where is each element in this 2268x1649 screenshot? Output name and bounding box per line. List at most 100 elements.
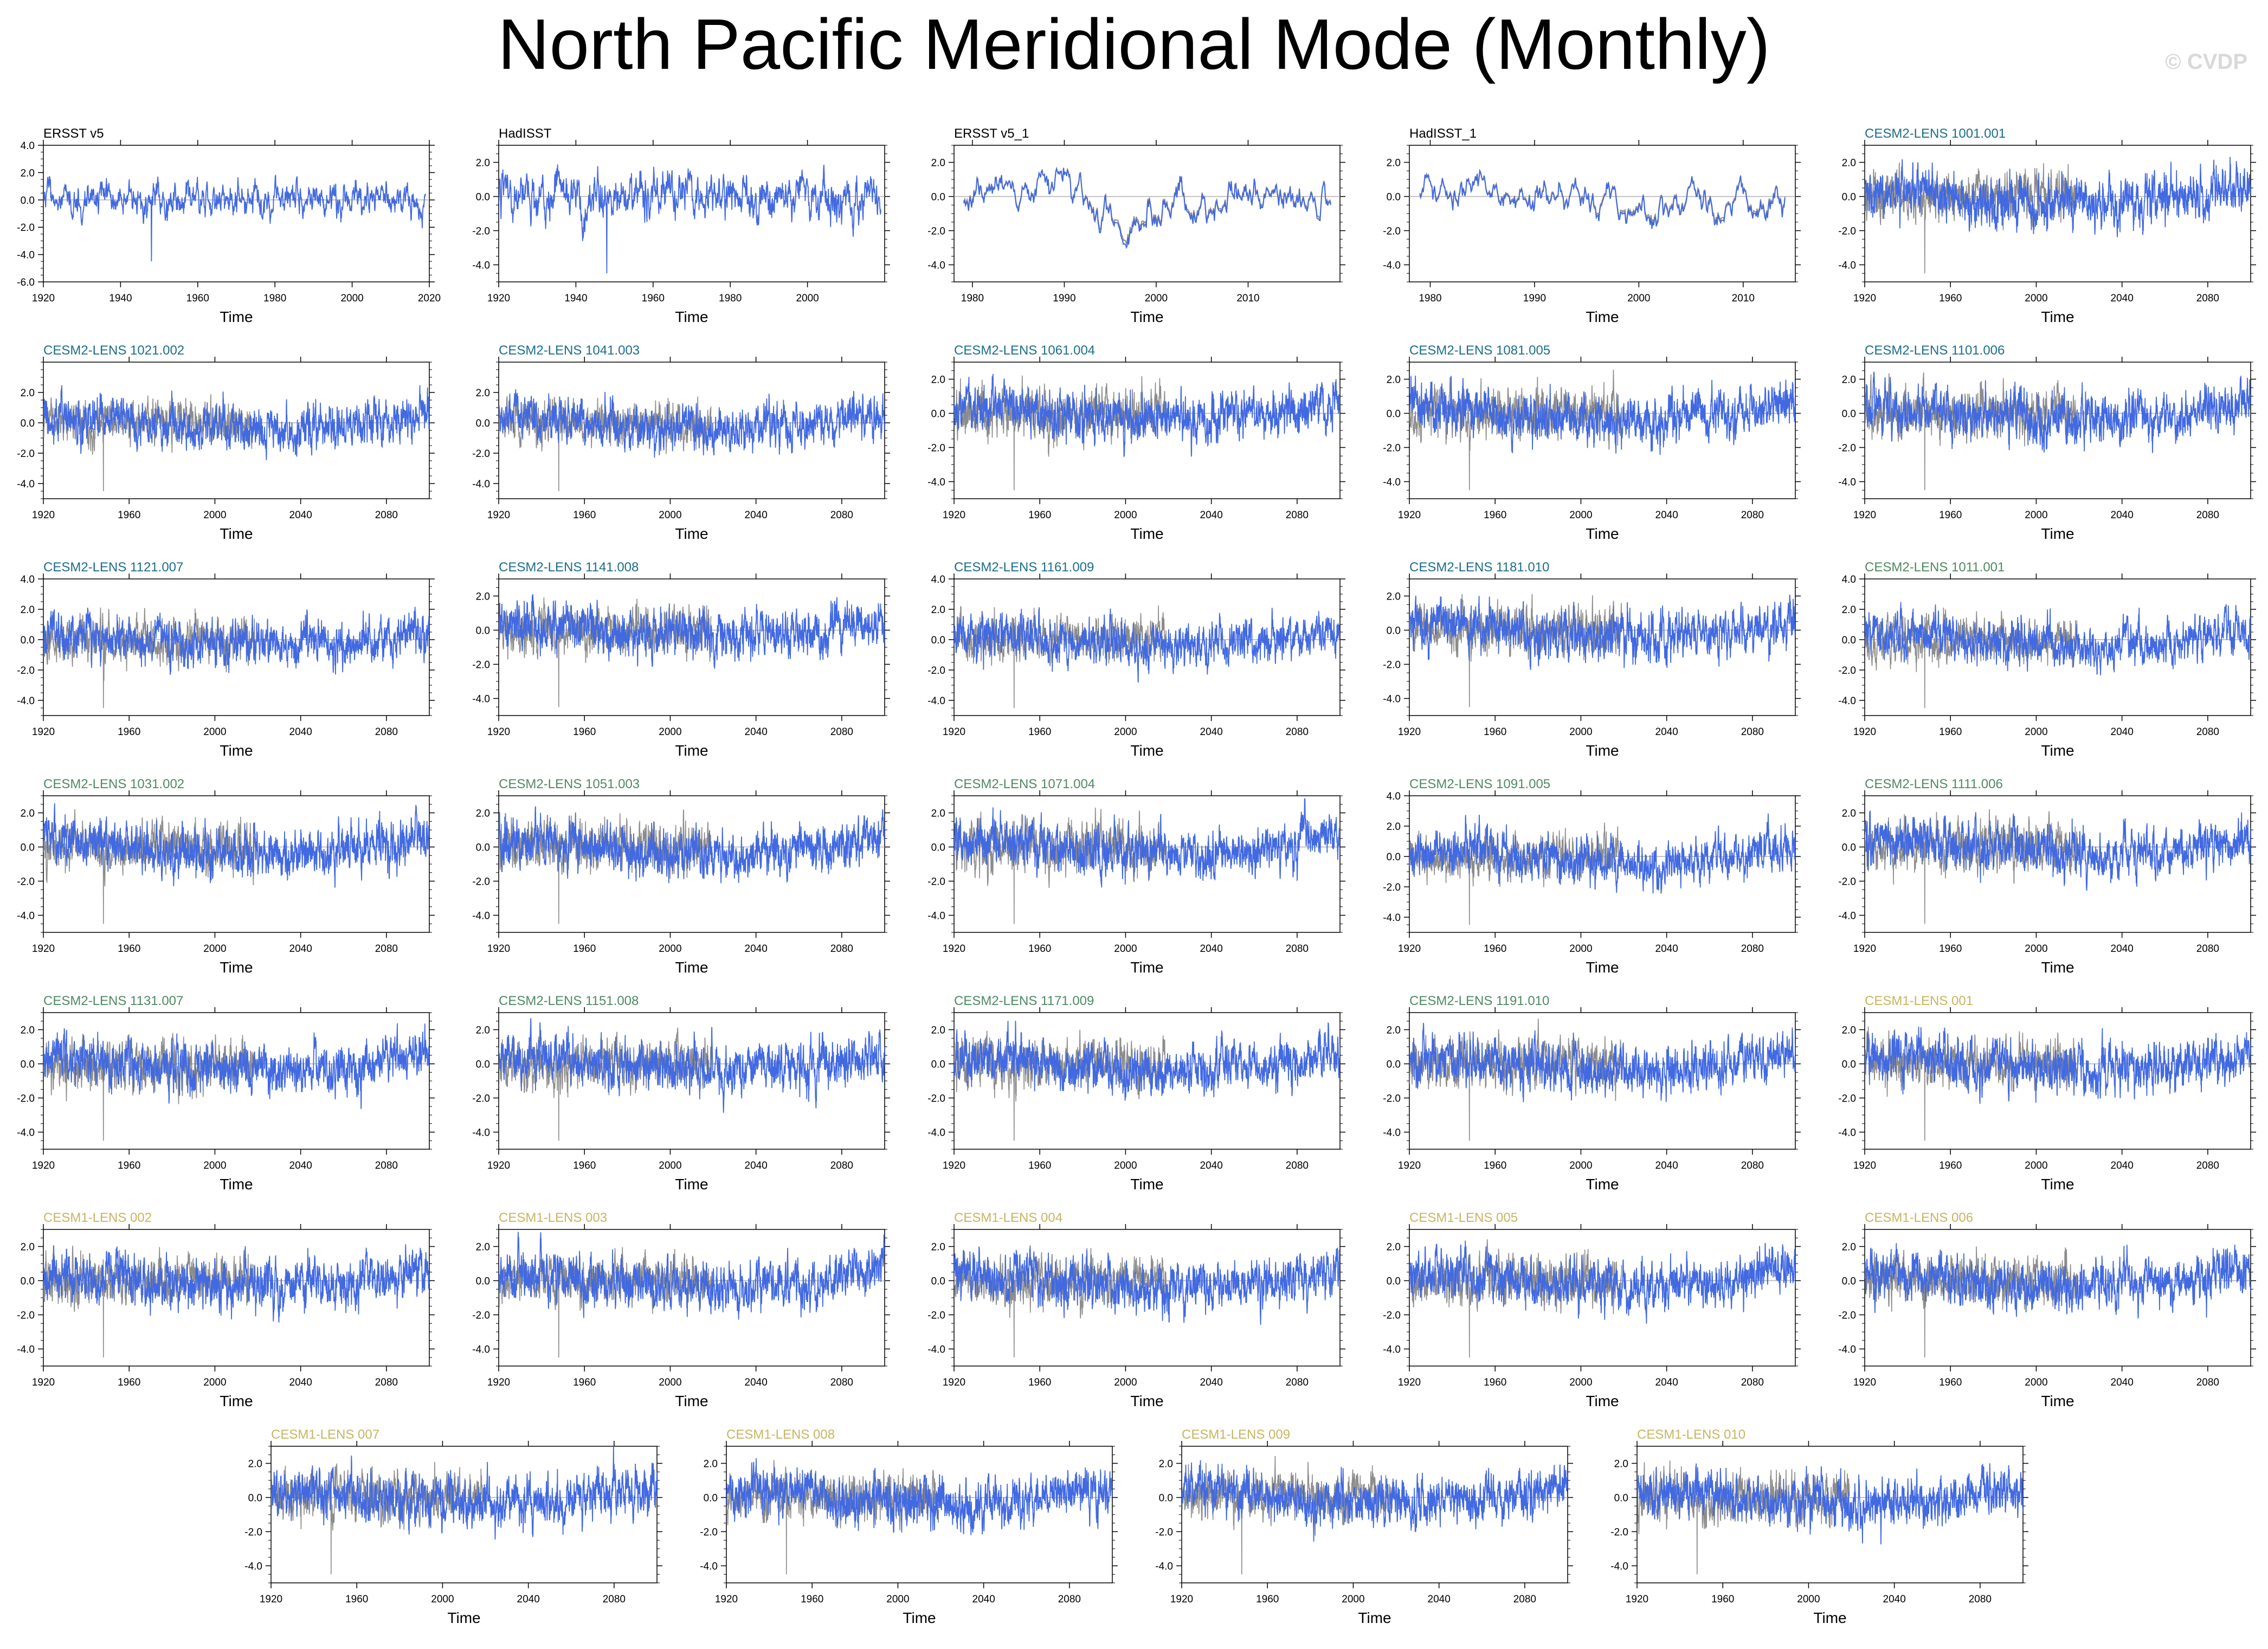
x-tick-label: 2080 <box>1741 726 1764 738</box>
x-tick-label: 2080 <box>830 1377 853 1388</box>
chart-panel-24: CESM1-LENS 001 2.0 0.0 -2.0 -4.0 1920 1960 2000… <box>1838 994 2256 1193</box>
y-tick-label: -2.0 <box>927 443 945 454</box>
x-tick-label: 1980 <box>719 293 742 304</box>
x-tick-label: 1960 <box>1028 943 1051 955</box>
y-tick-label: 0.0 <box>21 195 35 207</box>
y-tick-label: -2.0 <box>927 665 945 677</box>
chart-panel-12: CESM2-LENS 1161.009 4.0 2.0 0.0 -2.0 -4.0 1920… <box>927 560 1345 759</box>
x-tick-label: 2000 <box>2025 293 2047 304</box>
x-tick-label: 1980 <box>961 293 984 304</box>
x-tick-label: 2000 <box>1114 943 1137 955</box>
x-tick-label: 2000 <box>2025 943 2047 955</box>
panel-title: CESM2-LENS 1041.003 <box>499 343 640 358</box>
x-tick-label: 1920 <box>1398 510 1421 521</box>
model-series-line <box>1865 602 2251 675</box>
y-tick-label: -2.0 <box>17 665 35 677</box>
x-axis-label: Time <box>675 742 708 759</box>
y-tick-label: 2.0 <box>1842 1025 1856 1036</box>
model-series-line <box>43 607 429 675</box>
y-tick-label: -4.0 <box>927 1128 945 1139</box>
x-tick-label: 1960 <box>1484 510 1506 521</box>
x-tick-label: 1920 <box>32 943 55 955</box>
x-tick-label: 1960 <box>1028 1160 1051 1171</box>
chart-panel-30: CESM1-LENS 007 2.0 0.0 -2.0 -4.0 1920 1960 2000… <box>244 1427 662 1626</box>
x-tick-label: 1960 <box>573 510 596 521</box>
y-tick-label: 0.0 <box>21 1059 35 1071</box>
y-tick-label: -4.0 <box>927 1344 945 1356</box>
x-tick-label: 2080 <box>1286 1377 1309 1388</box>
y-tick-label: 0.0 <box>1842 842 1856 854</box>
series-group <box>1409 813 1795 925</box>
y-tick-label: 2.0 <box>21 1025 35 1036</box>
x-tick-label: 1960 <box>118 943 140 955</box>
obs-series-line <box>499 1027 712 1141</box>
x-tick-label: 2010 <box>1732 293 1755 304</box>
y-tick-label: -4.0 <box>1155 1561 1173 1573</box>
chart-panel-3: HadISST_1 2.0 0.0 -2.0 -4.0 1980 1990 2000 2010 T… <box>1383 126 1801 325</box>
y-tick-label: 2.0 <box>21 388 35 399</box>
model-series-line <box>1865 371 2251 453</box>
series-group <box>271 1446 657 1575</box>
x-axis-label: Time <box>1586 1393 1619 1409</box>
series-group <box>1419 169 1786 229</box>
y-tick-label: -4.0 <box>1838 695 1856 707</box>
chart-panel-6: CESM2-LENS 1041.003 2.0 0.0 -2.0 -4.0 1920 196… <box>472 343 890 542</box>
model-series-line <box>43 385 429 460</box>
x-tick-label: 1920 <box>487 1377 510 1388</box>
series-group <box>963 166 1331 249</box>
x-axis-label: Time <box>1586 959 1619 976</box>
x-tick-label: 1960 <box>573 943 596 955</box>
panel-title: CESM2-LENS 1171.009 <box>954 994 1094 1008</box>
y-tick-label: -2.0 <box>1838 877 1856 888</box>
x-tick-label: 1920 <box>32 293 55 304</box>
x-tick-label: 2040 <box>517 1594 540 1605</box>
series-group <box>954 1021 1340 1141</box>
x-axis-label: Time <box>675 1393 708 1409</box>
panel-title: CESM1-LENS 008 <box>726 1427 835 1442</box>
y-tick-label: 2.0 <box>476 388 490 399</box>
y-tick-label: -2.0 <box>17 222 35 234</box>
model-series-line <box>954 798 1340 888</box>
series-group <box>43 1023 429 1141</box>
y-tick-label: -2.0 <box>1383 1093 1401 1105</box>
y-tick-label: 2.0 <box>1842 1242 1856 1253</box>
x-axis-label: Time <box>2041 1393 2074 1409</box>
obs-series-line <box>499 597 712 707</box>
y-tick-label: 0.0 <box>1842 409 1856 420</box>
x-axis-label: Time <box>1130 1176 1163 1193</box>
x-tick-label: 2040 <box>745 943 768 955</box>
series-group <box>1865 602 2251 708</box>
model-series-line <box>499 806 885 884</box>
y-tick-label: 2.0 <box>21 604 35 616</box>
x-tick-label: 1920 <box>1398 726 1421 738</box>
y-tick-label: -4.0 <box>1383 1128 1401 1139</box>
x-tick-label: 2040 <box>745 1160 768 1171</box>
chart-panel-13: CESM2-LENS 1181.010 2.0 0.0 -2.0 -4.0 1920 196… <box>1383 560 1801 759</box>
series-group <box>1865 1243 2251 1358</box>
x-tick-label: 2080 <box>375 510 398 521</box>
x-axis-label: Time <box>1130 959 1163 976</box>
x-tick-label: 2000 <box>1569 1377 1592 1388</box>
chart-panel-26: CESM1-LENS 003 2.0 0.0 -2.0 -4.0 1920 1960 2000… <box>472 1210 890 1409</box>
x-tick-label: 1920 <box>487 1160 510 1171</box>
y-tick-label: 0.0 <box>1842 1059 1856 1071</box>
x-tick-label: 1960 <box>1028 726 1051 738</box>
y-tick-label: 4.0 <box>1842 574 1856 585</box>
panel-title: CESM2-LENS 1111.006 <box>1865 777 2003 791</box>
x-axis-label: Time <box>220 959 253 976</box>
model-series-line <box>1409 1023 1795 1103</box>
y-tick-label: -2.0 <box>927 877 945 888</box>
x-tick-label: 2000 <box>2025 510 2047 521</box>
y-tick-label: 4.0 <box>1387 791 1401 802</box>
x-axis-label: Time <box>447 1609 480 1626</box>
y-tick-label: -2.0 <box>1383 660 1401 671</box>
y-tick-label: -2.0 <box>472 877 490 888</box>
x-tick-label: 2000 <box>2025 726 2047 738</box>
x-tick-label: 1920 <box>1398 1377 1421 1388</box>
model-series-line <box>499 594 885 669</box>
series-group <box>1409 1239 1795 1358</box>
y-tick-label: 2.0 <box>21 168 35 179</box>
plot-frame <box>953 1012 1341 1150</box>
y-tick-label: -2.0 <box>472 226 490 237</box>
x-tick-label: 1990 <box>1053 293 1075 304</box>
